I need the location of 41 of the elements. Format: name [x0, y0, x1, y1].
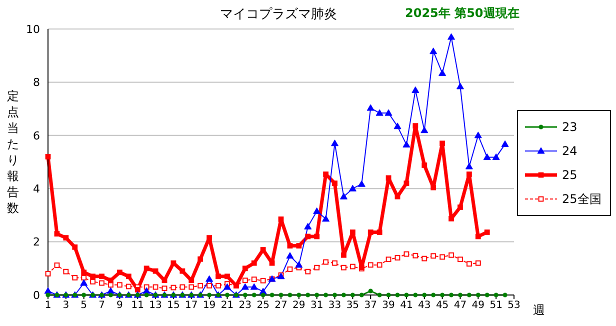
x-tick-label: 45 — [436, 300, 449, 312]
y-tick-label: 4 — [33, 182, 40, 196]
legend-label: 24 — [562, 144, 578, 158]
legend-label: 25 — [562, 168, 578, 182]
x-tick-label: 53 — [508, 300, 520, 312]
y-tick-label: 2 — [33, 236, 40, 249]
x-tick-label: 19 — [202, 300, 216, 312]
y-tick-label: 0 — [33, 288, 40, 302]
x-tick-label: 7 — [98, 300, 105, 312]
y-tick-label: 6 — [33, 129, 40, 142]
legend-label: 23 — [562, 120, 578, 134]
x-tick-label: 11 — [131, 300, 144, 312]
legend-label: 25全国 — [562, 190, 602, 208]
x-tick-label: 13 — [149, 300, 162, 312]
x-tick-label: 27 — [274, 300, 288, 312]
x-tick-label: 17 — [185, 300, 198, 312]
x-axis-title: 週 — [533, 302, 545, 319]
x-tick-label: 31 — [310, 300, 324, 312]
x-tick-label: 35 — [346, 300, 360, 312]
x-tick-label: 37 — [364, 300, 377, 312]
x-tick-label: 25 — [256, 300, 270, 312]
x-tick-label: 15 — [167, 300, 180, 312]
y-tick-label: 10 — [26, 22, 40, 36]
y-axis-title: 定点当たり報告数 — [6, 88, 20, 216]
y-tick-label: 8 — [33, 76, 40, 90]
x-tick-label: 41 — [400, 300, 413, 312]
x-tick-label: 3 — [62, 300, 70, 312]
x-tick-label: 1 — [44, 300, 52, 312]
x-tick-label: 43 — [418, 300, 431, 312]
x-tick-label: 39 — [382, 300, 395, 312]
x-tick-label: 51 — [490, 300, 502, 312]
chart-title: マイコプラズマ肺炎 — [220, 6, 337, 23]
chart-subtitle: 2025年 第50週現在 — [405, 5, 520, 22]
x-tick-label: 21 — [220, 300, 234, 312]
x-tick-label: 23 — [238, 300, 252, 312]
x-tick-label: 5 — [80, 300, 88, 312]
x-tick-label: 47 — [454, 300, 467, 312]
x-tick-label: 49 — [472, 300, 485, 312]
x-tick-label: 33 — [328, 300, 342, 312]
x-tick-label: 29 — [292, 300, 306, 312]
x-tick-label: 9 — [116, 300, 123, 312]
